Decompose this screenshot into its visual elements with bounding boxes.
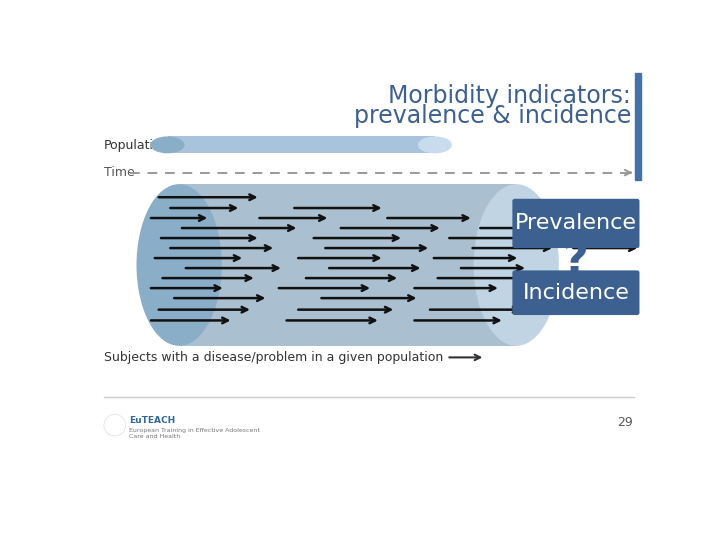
Text: Morbidity indicators:: Morbidity indicators: <box>388 84 631 107</box>
Text: Incidence: Incidence <box>523 283 629 303</box>
Text: prevalence & incidence: prevalence & incidence <box>354 104 631 129</box>
Text: EuTEACH: EuTEACH <box>129 416 175 425</box>
Ellipse shape <box>137 184 222 346</box>
Text: Prevalence: Prevalence <box>515 213 637 233</box>
FancyBboxPatch shape <box>513 199 639 248</box>
Ellipse shape <box>474 184 559 346</box>
Text: Subjects with a disease/problem in a given population: Subjects with a disease/problem in a giv… <box>104 351 444 364</box>
Text: 29: 29 <box>617 416 632 429</box>
Text: European Training in Effective Adolescent
Care and Health: European Training in Effective Adolescen… <box>129 428 260 439</box>
Ellipse shape <box>150 137 184 153</box>
Text: ?: ? <box>563 240 589 282</box>
Text: Time: Time <box>104 166 135 179</box>
Bar <box>168 137 435 153</box>
Ellipse shape <box>418 137 452 153</box>
Bar <box>635 72 641 180</box>
FancyBboxPatch shape <box>513 271 639 315</box>
Bar <box>179 184 516 346</box>
Text: Population: Population <box>104 139 169 152</box>
